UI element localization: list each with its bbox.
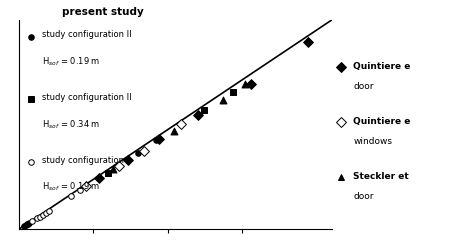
Text: H$_{sof}$ = 0.19 m: H$_{sof}$ = 0.19 m <box>43 181 101 193</box>
Point <box>247 82 255 86</box>
Text: H$_{sof}$ = 0.34 m: H$_{sof}$ = 0.34 m <box>43 118 101 131</box>
Point <box>67 194 75 198</box>
Text: windows: windows <box>353 137 392 146</box>
Text: study configuration II: study configuration II <box>43 93 132 102</box>
Point <box>33 216 41 220</box>
Point <box>28 219 36 223</box>
Point <box>109 168 117 172</box>
Point <box>82 184 90 188</box>
Text: door: door <box>353 192 374 201</box>
Point <box>76 188 84 192</box>
Point <box>200 108 208 112</box>
Text: Steckler et: Steckler et <box>353 172 409 181</box>
Point <box>23 223 30 227</box>
Point <box>115 164 123 168</box>
Point <box>105 171 112 175</box>
Point <box>42 211 50 215</box>
Point <box>24 222 32 226</box>
Text: Quintiere e: Quintiere e <box>353 117 410 126</box>
Point <box>26 221 33 225</box>
Point <box>36 215 44 219</box>
Point <box>178 123 185 126</box>
Text: study configuration II: study configuration II <box>43 30 132 39</box>
Text: present study: present study <box>62 7 143 17</box>
Point <box>304 40 312 44</box>
Text: H$_{sof}$ = 0.19 m: H$_{sof}$ = 0.19 m <box>43 56 101 68</box>
Text: Quintiere e: Quintiere e <box>353 62 410 71</box>
Point <box>22 223 29 227</box>
Point <box>242 82 249 86</box>
Point <box>152 138 160 142</box>
Point <box>140 149 148 153</box>
Point <box>96 176 103 180</box>
Text: door: door <box>353 82 374 91</box>
Point <box>230 90 237 94</box>
Point <box>124 158 131 162</box>
Point <box>219 98 227 102</box>
Point <box>170 129 178 133</box>
Text: study configuration I: study configuration I <box>43 156 129 165</box>
Point <box>134 151 142 155</box>
Point <box>20 224 28 228</box>
Point <box>194 113 201 117</box>
Point <box>155 137 163 141</box>
Point <box>39 213 46 217</box>
Point <box>45 209 53 213</box>
